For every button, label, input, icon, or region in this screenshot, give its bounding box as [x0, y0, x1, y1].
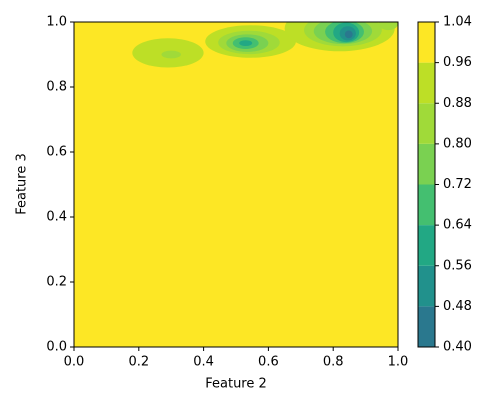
colorbar-band [418, 184, 435, 226]
x-axis-label: Feature 2 [205, 377, 267, 392]
x-tick-label: 0.2 [128, 355, 149, 370]
plot-frame [73, 21, 399, 348]
x-tick-label: 0.6 [258, 355, 279, 370]
y-tick-label: 1.0 [46, 15, 67, 30]
colorbar-tick-label: 0.72 [443, 177, 472, 192]
contour-region [378, 22, 398, 31]
x-tick-label: 0.0 [64, 355, 85, 370]
contour-background [74, 22, 398, 347]
plot-area [74, 22, 398, 347]
colorbar-tick-label: 0.88 [443, 96, 472, 111]
contour-region [161, 50, 181, 59]
x-tick-label: 1.0 [388, 355, 409, 370]
x-tick-label: 0.8 [323, 355, 344, 370]
colorbar-band [418, 306, 435, 347]
colorbar-tick-label: 1.04 [443, 15, 472, 30]
y-axis-label: Feature 3 [15, 153, 30, 215]
y-tick-label: 0.8 [46, 80, 67, 95]
y-tick-label: 0.0 [46, 340, 67, 355]
contour-region [344, 30, 353, 39]
y-tick-label: 0.6 [46, 145, 67, 160]
colorbar-band [418, 62, 435, 104]
colorbar-band [418, 103, 435, 144]
y-tick-label: 0.2 [46, 275, 67, 290]
colorbar-band [418, 225, 435, 266]
colorbar-tick-label: 0.64 [443, 218, 472, 233]
colorbar-tick-label: 0.48 [443, 299, 472, 314]
y-tick-label: 0.4 [46, 210, 67, 225]
colorbar-tick-label: 0.80 [443, 136, 472, 151]
colorbar-tick-label: 0.40 [443, 340, 472, 355]
colorbar-tick-label: 0.56 [443, 258, 472, 273]
x-tick-label: 0.4 [193, 355, 214, 370]
colorbar-band [418, 22, 435, 63]
colorbar-band [418, 143, 435, 185]
colorbar-band [418, 265, 435, 307]
colorbar-tick-label: 0.96 [443, 55, 472, 70]
contour-region [239, 40, 253, 47]
